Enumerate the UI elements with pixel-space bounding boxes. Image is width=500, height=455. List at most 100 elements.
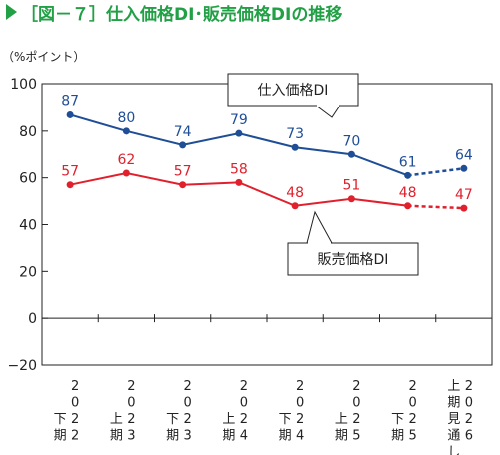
legend-label-sales: 販売価格DI (318, 252, 389, 268)
x-tick-label-year: 2 (352, 379, 360, 394)
x-tick-label-year: 2 (127, 379, 135, 394)
data-point (122, 169, 130, 177)
x-tick-label-period: 期 (335, 429, 348, 444)
y-tick-label: 60 (19, 171, 37, 187)
data-point (460, 164, 468, 172)
data-point (179, 141, 187, 149)
x-tick-label-year: 3 (183, 429, 191, 444)
y-tick-label: 0 (28, 311, 37, 327)
x-tick-label-year: 2 (465, 379, 473, 394)
data-label: 74 (174, 124, 192, 140)
x-tick-label-year: 2 (183, 379, 191, 394)
data-point (66, 110, 74, 118)
legend-label-purchase: 仕入価格DI (258, 83, 329, 99)
x-tick-label-year: 2 (352, 412, 360, 427)
data-point (122, 127, 130, 135)
x-tick-label-period: 期 (279, 429, 292, 444)
x-tick-label-period: 期 (110, 429, 123, 444)
data-label: 70 (342, 133, 360, 149)
x-tick-label-period: 上 (447, 379, 460, 394)
callout-box (287, 242, 419, 276)
x-tick-label-year: 0 (127, 396, 135, 411)
y-tick-label: 20 (19, 264, 37, 280)
x-tick-label-period: 下 (54, 412, 67, 427)
x-tick-label-year: 2 (240, 412, 248, 427)
x-tick-label-year: 2 (408, 412, 416, 427)
title-triangle-icon (6, 4, 17, 20)
data-label: 62 (117, 152, 135, 168)
data-label: 47 (455, 187, 473, 203)
y-axis-unit-label: （%ポイント） (2, 50, 86, 64)
x-tick-label-period: 期 (54, 429, 67, 444)
data-label: 57 (61, 164, 79, 180)
x-tick-label-year: 5 (408, 429, 416, 444)
x-tick-label-year: 2 (71, 379, 79, 394)
data-point (404, 171, 412, 179)
y-tick-label: 100 (10, 77, 37, 93)
series-projection-line-0 (407, 167, 465, 177)
data-label: 64 (455, 147, 473, 163)
data-point (235, 129, 243, 137)
x-tick-label-period: 上 (335, 412, 348, 427)
x-tick-label-year: 2 (296, 379, 304, 394)
series-projection-line-1 (407, 204, 464, 210)
callout-box (227, 73, 359, 107)
chart-header: ［図－７］仕入価格DI･販売価格DIの推移 (0, 0, 343, 25)
x-tick-label-period: 上 (222, 412, 235, 427)
x-tick-label-period: 期 (447, 396, 460, 411)
data-label: 48 (286, 185, 304, 201)
x-tick-label-period: 期 (222, 429, 235, 444)
x-tick-label-year: 2 (240, 379, 248, 394)
data-label: 58 (230, 161, 248, 177)
x-tick-label-period: 上 (110, 412, 123, 427)
data-point (235, 178, 243, 186)
x-tick-label-year: 0 (465, 396, 473, 411)
x-tick-label-year: 2 (465, 412, 473, 427)
data-point (347, 195, 355, 203)
x-tick-label-period: 下 (391, 412, 404, 427)
data-label: 57 (174, 164, 192, 180)
callout-pointer (306, 210, 333, 244)
data-point (460, 204, 468, 212)
data-label: 61 (399, 154, 417, 170)
y-tick-label: 80 (19, 124, 37, 140)
data-label: 87 (61, 93, 79, 109)
x-tick-label-year: 2 (127, 412, 135, 427)
x-tick-label-year: 3 (127, 429, 135, 444)
x-tick-label-year: 6 (465, 429, 473, 444)
x-tick-label-year: 4 (240, 429, 248, 444)
x-tick-label-year: 0 (240, 396, 248, 411)
data-point (291, 143, 299, 151)
x-tick-label-year: 0 (352, 396, 360, 411)
y-tick-label: −20 (7, 358, 37, 374)
x-tick-label-period: 期 (391, 429, 404, 444)
chart-title: ［図－７］仕入価格DI･販売価格DIの推移 (21, 4, 343, 25)
data-label: 51 (342, 178, 360, 194)
x-tick-label-year: 0 (296, 396, 304, 411)
x-tick-label-period: 通 (447, 429, 460, 444)
x-tick-label-year: 2 (71, 429, 79, 444)
data-point (291, 202, 299, 210)
x-tick-label-period: し (447, 445, 460, 455)
x-tick-label-year: 2 (71, 412, 79, 427)
y-tick-label: 40 (19, 218, 37, 234)
x-tick-label-year: 2 (183, 412, 191, 427)
x-tick-label-year: 0 (71, 396, 79, 411)
x-tick-label-year: 4 (296, 429, 304, 444)
x-tick-label-period: 見 (447, 412, 460, 427)
data-label: 79 (230, 112, 248, 128)
data-label: 73 (286, 126, 304, 142)
x-tick-label-year: 0 (408, 396, 416, 411)
x-tick-label-year: 2 (408, 379, 416, 394)
x-tick-label-period: 下 (279, 412, 292, 427)
data-point (347, 150, 355, 158)
data-label: 48 (399, 185, 417, 201)
x-tick-label-year: 0 (183, 396, 191, 411)
x-tick-label-period: 下 (166, 412, 179, 427)
x-tick-label-year: 5 (352, 429, 360, 444)
x-tick-label-year: 2 (296, 412, 304, 427)
data-point (179, 181, 187, 189)
data-point (404, 202, 412, 210)
x-tick-label-period: 期 (166, 429, 179, 444)
